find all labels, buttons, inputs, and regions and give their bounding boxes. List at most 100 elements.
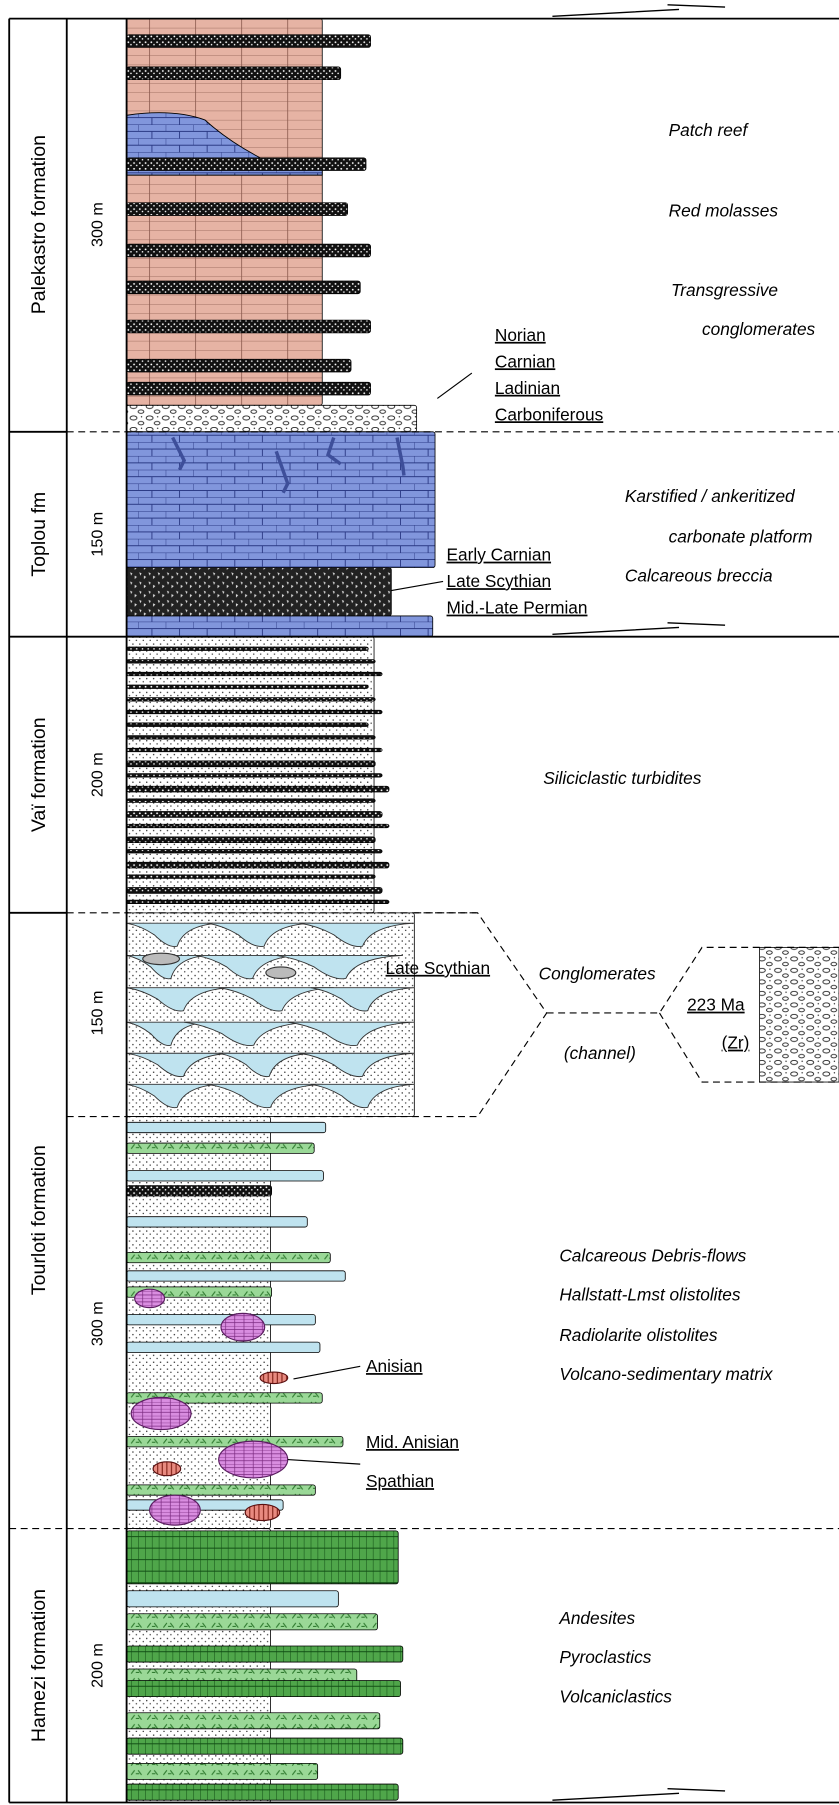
formation-name: Vaï formation bbox=[28, 717, 50, 832]
debris-flow-bed bbox=[127, 1217, 308, 1227]
conglomerate-bed bbox=[127, 158, 366, 171]
debris-flow-bed bbox=[127, 1315, 316, 1325]
thickness: 300 m bbox=[88, 202, 106, 247]
turbidite-shale bbox=[127, 812, 382, 818]
turbidite-shale bbox=[127, 875, 376, 878]
conglomerate-bed bbox=[127, 281, 361, 294]
volcanic-bed bbox=[127, 1614, 378, 1630]
turbidite-shale bbox=[127, 647, 369, 650]
age-label: Norian bbox=[495, 325, 546, 345]
hallstatt-olistolite bbox=[131, 1397, 191, 1429]
debris-flow-bed bbox=[127, 1271, 346, 1281]
volcanic-bed bbox=[127, 1713, 380, 1729]
hallstatt-olistolite bbox=[150, 1495, 201, 1525]
description: Radiolarite olistolites bbox=[559, 1325, 718, 1345]
description: Siliciclastic turbidites bbox=[543, 768, 702, 788]
turbidite-shale bbox=[127, 900, 389, 903]
thickness: 150 m bbox=[88, 991, 106, 1036]
hallstatt-olistolite bbox=[221, 1313, 265, 1341]
debris-flow-bed bbox=[127, 1171, 324, 1181]
transgressive-conglomerate bbox=[127, 405, 417, 431]
turbidite-shale bbox=[127, 786, 389, 792]
age-label: Late Scythian bbox=[386, 958, 491, 978]
age-label: Spathian bbox=[366, 1471, 434, 1491]
clast bbox=[266, 967, 296, 979]
description: Pyroclastics bbox=[559, 1647, 651, 1667]
age-label: Late Scythian bbox=[447, 571, 552, 591]
age-label: Ladinian bbox=[495, 378, 560, 398]
age-label: Mid. Anisian bbox=[366, 1432, 459, 1452]
age-label: Mid.-Late Permian bbox=[447, 598, 588, 618]
page: Palekastro formation Toplou fm Vaï forma… bbox=[0, 0, 839, 1805]
volcanic-bed bbox=[127, 1681, 401, 1697]
turbidite-shale bbox=[127, 710, 382, 713]
description: Calcareous breccia bbox=[625, 565, 773, 585]
conglomerate-bed bbox=[127, 244, 371, 257]
volcanic-bed bbox=[127, 1646, 403, 1662]
conglomerate-bed bbox=[127, 35, 371, 48]
thickness: 150 m bbox=[88, 512, 106, 557]
thickness: 200 m bbox=[88, 752, 106, 797]
description: Andesites bbox=[558, 1608, 635, 1628]
formation-name: Tourloti formation bbox=[28, 1145, 50, 1295]
debris-flow-bed bbox=[127, 1252, 331, 1262]
turbidite-shale bbox=[127, 672, 382, 675]
turbidite-shale bbox=[127, 824, 389, 827]
clast bbox=[143, 953, 180, 965]
conglomerate-bed bbox=[127, 203, 348, 216]
turbidite-shale bbox=[127, 736, 376, 739]
turbidite-shale bbox=[127, 723, 369, 726]
turbidite-shale bbox=[127, 748, 382, 751]
turbidite-shale bbox=[127, 761, 376, 767]
radiolarite-olistolite bbox=[245, 1504, 280, 1520]
description: Volcano-sedimentary matrix bbox=[559, 1364, 774, 1384]
thickness: 300 m bbox=[88, 1301, 106, 1346]
description: Hallstatt-Lmst olistolites bbox=[559, 1285, 741, 1305]
description: Calcareous Debris-flows bbox=[559, 1246, 746, 1266]
turbidite-shale bbox=[127, 685, 369, 688]
description: (channel) bbox=[564, 1043, 636, 1063]
turbidite-shale bbox=[127, 660, 376, 663]
age-label: Early Carnian bbox=[447, 545, 552, 565]
thickness: 200 m bbox=[88, 1643, 106, 1688]
conglomerate-bed bbox=[127, 382, 371, 395]
debris-flow-bed bbox=[127, 1186, 272, 1196]
zircon-conglomerate bbox=[760, 947, 839, 1082]
volcanic-bed bbox=[127, 1784, 399, 1800]
turbidite-shale bbox=[127, 888, 382, 894]
description: carbonate platform bbox=[669, 526, 813, 546]
radiolarite-olistolite bbox=[260, 1372, 288, 1384]
volcanic-bed bbox=[127, 1738, 403, 1754]
andesite bbox=[127, 1531, 399, 1584]
stratigraphic-column: Palekastro formation Toplou fm Vaï forma… bbox=[0, 0, 839, 1805]
volcanic-bed bbox=[127, 1591, 339, 1607]
conglomerate-bed bbox=[127, 359, 351, 372]
description: conglomerates bbox=[702, 319, 816, 339]
debris-flow-bed bbox=[127, 1122, 326, 1132]
description: Volcaniclastics bbox=[559, 1686, 672, 1706]
formation-name: Palekastro formation bbox=[28, 135, 50, 314]
calcareous-breccia bbox=[127, 568, 392, 616]
debris-flow-bed bbox=[127, 1143, 315, 1153]
formation-name: Hamezi formation bbox=[28, 1589, 50, 1742]
age-label: Carnian bbox=[495, 351, 555, 371]
debris-flow-bed bbox=[127, 1485, 316, 1495]
hallstatt-olistolite bbox=[219, 1441, 288, 1478]
turbidite-shale bbox=[127, 698, 376, 701]
carbonate-platform bbox=[127, 432, 435, 568]
description: Patch reef bbox=[669, 120, 750, 140]
turbidite-shale bbox=[127, 799, 376, 802]
carbonate-bed bbox=[127, 616, 433, 637]
formation-name: Toplou fm bbox=[28, 492, 50, 577]
age-label: Anisian bbox=[366, 1356, 423, 1376]
age-label: 223 Ma bbox=[687, 995, 745, 1015]
hallstatt-olistolite bbox=[135, 1289, 165, 1307]
radiolarite-olistolite bbox=[153, 1462, 181, 1476]
arrow bbox=[552, 5, 725, 1800]
age-label: (Zr) bbox=[722, 1033, 750, 1053]
conglomerate-bed bbox=[127, 67, 341, 80]
turbidite-shale bbox=[127, 850, 382, 853]
description: Transgressive bbox=[671, 280, 778, 300]
turbidite-shale bbox=[127, 862, 389, 868]
description: Red molasses bbox=[669, 201, 779, 221]
